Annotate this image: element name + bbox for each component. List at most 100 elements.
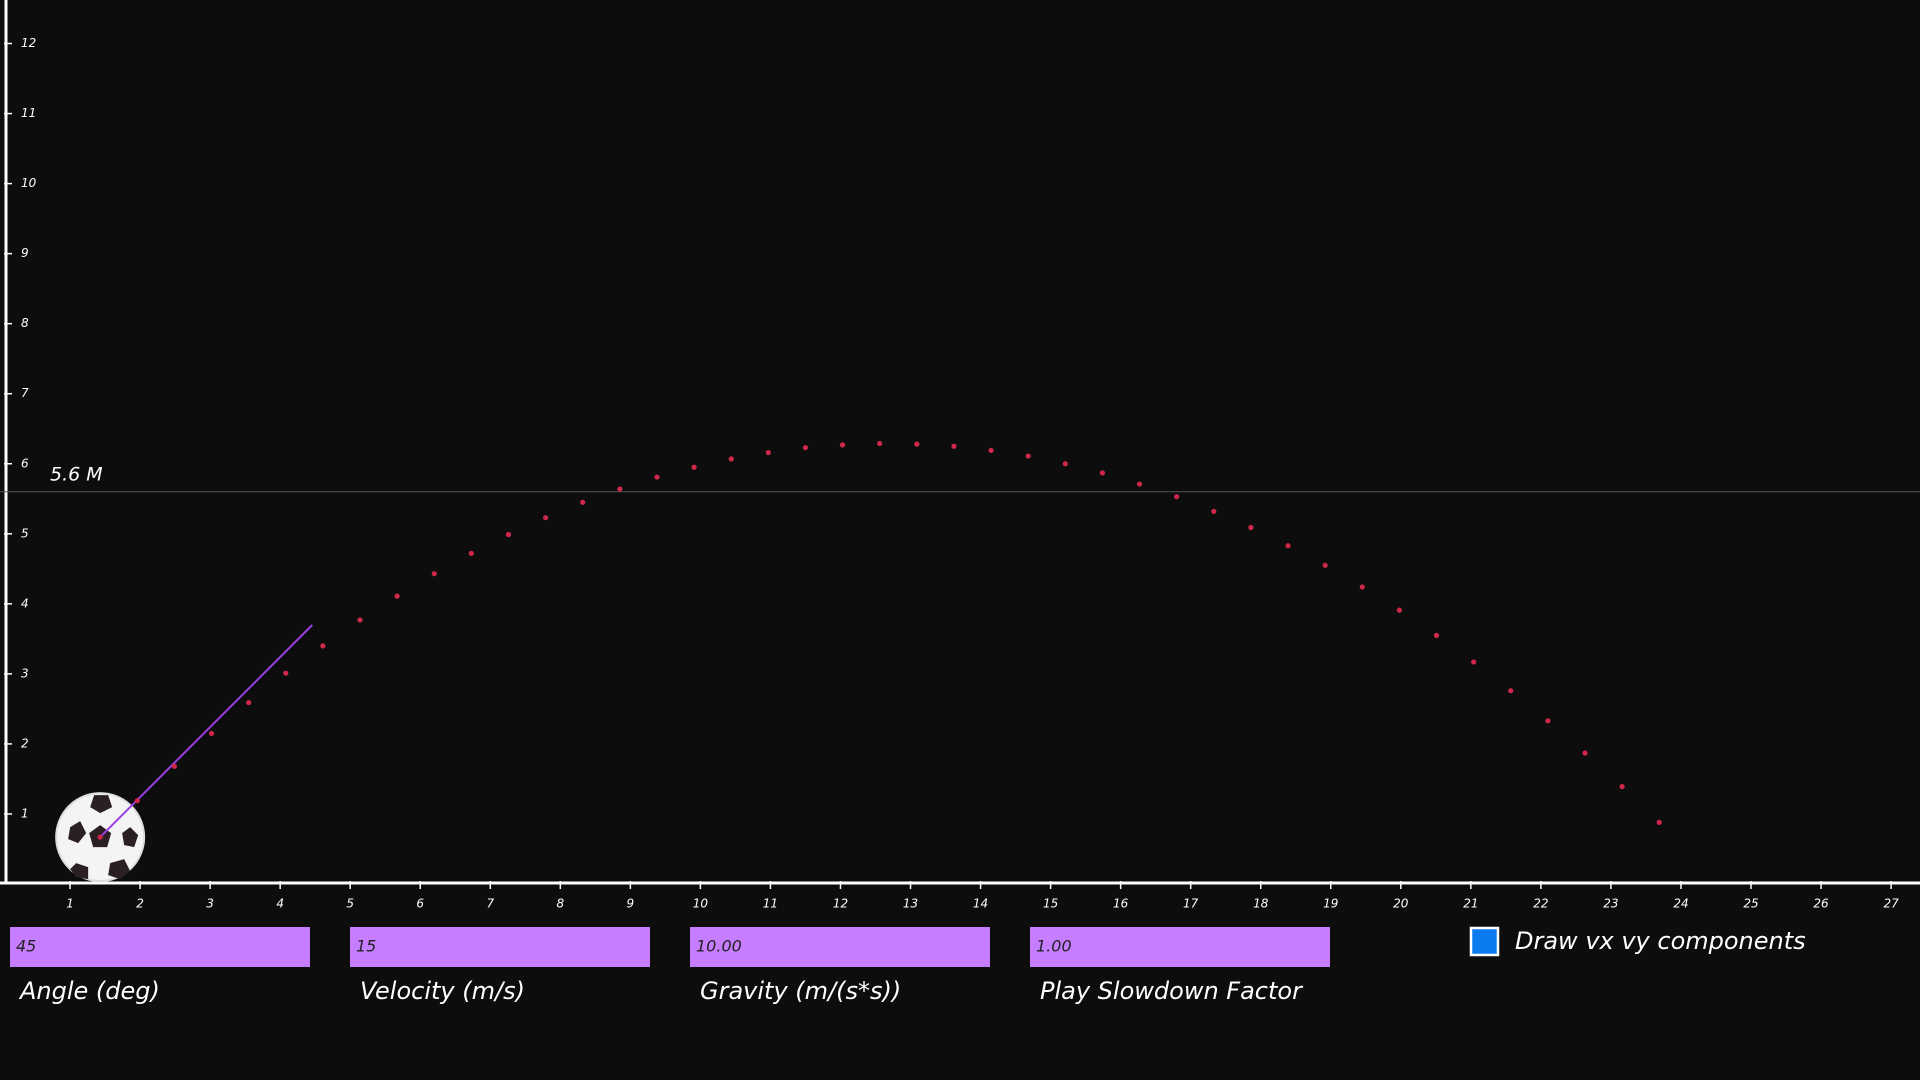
trajectory-point <box>802 445 809 451</box>
trajectory-point <box>1359 584 1365 590</box>
trajectory-point <box>283 670 289 676</box>
max-height-label: 5.6 M <box>50 463 103 485</box>
input-label: Angle (deg) <box>18 977 160 1005</box>
input-value: 10.00 <box>696 937 742 956</box>
x-tick-label: 16 <box>1113 897 1129 911</box>
trajectory-point <box>654 474 660 480</box>
input-label: Gravity (m/(s*s)) <box>700 977 901 1005</box>
trajectory-point <box>765 449 771 456</box>
trajectory-point <box>1471 659 1477 665</box>
trajectory-point <box>246 699 252 706</box>
trajectory-point <box>1025 453 1031 459</box>
x-tick-label: 25 <box>1743 897 1758 911</box>
trajectory-point <box>728 456 734 462</box>
trajectory-point <box>468 550 474 557</box>
x-tick-label: 3 <box>206 897 214 911</box>
input-value: 1.00 <box>1036 937 1072 956</box>
x-tick-label: 14 <box>973 897 988 911</box>
trajectory-point <box>171 763 177 769</box>
trajectory-point <box>394 593 400 599</box>
input-label: Velocity (m/s) <box>360 977 525 1005</box>
trajectory-point <box>1396 607 1402 613</box>
y-tick-label: 6 <box>21 456 29 470</box>
trajectory-point <box>877 440 883 447</box>
input-label: Play Slowdown Factor <box>1040 977 1304 1005</box>
trajectory-point <box>914 441 920 447</box>
x-tick-label: 22 <box>1533 897 1548 911</box>
x-tick-label: 4 <box>276 897 284 911</box>
trajectory-point <box>1136 481 1143 487</box>
y-tick-label: 4 <box>21 596 29 610</box>
x-tick-label: 19 <box>1323 897 1338 911</box>
trajectory-point <box>1211 508 1217 514</box>
y-tick-label: 5 <box>21 526 29 540</box>
x-tick-label: 13 <box>903 897 918 911</box>
trajectory-point <box>1433 632 1440 638</box>
x-tick-label: 11 <box>763 897 778 911</box>
trajectory-point <box>1322 562 1328 568</box>
trajectory-point <box>97 834 103 840</box>
x-tick-label: 10 <box>693 897 709 911</box>
trajectory-point <box>1656 819 1662 825</box>
trajectory-point <box>1545 718 1551 724</box>
text-input[interactable] <box>10 927 310 967</box>
y-tick-label: 7 <box>21 386 29 400</box>
text-input[interactable] <box>1030 927 1330 967</box>
trajectory-point <box>617 486 623 492</box>
trajectory-point <box>1619 784 1625 790</box>
x-tick-label: 6 <box>416 897 424 911</box>
input-value: 15 <box>356 937 376 956</box>
y-tick-label: 12 <box>21 36 36 50</box>
input-value: 45 <box>16 937 36 956</box>
y-tick-label: 8 <box>21 316 29 330</box>
trajectory-point <box>1508 688 1514 694</box>
y-tick-label: 1 <box>21 806 29 820</box>
trajectory-point <box>1285 543 1291 549</box>
trajectory-point <box>431 571 437 577</box>
trajectory-point <box>988 447 994 454</box>
text-input[interactable] <box>350 927 650 967</box>
x-tick-label: 20 <box>1393 897 1409 911</box>
trajectory-point <box>505 531 512 538</box>
x-tick-label: 8 <box>556 897 564 911</box>
trajectory-point <box>951 443 957 449</box>
trajectory-point <box>1062 461 1068 467</box>
trajectory-point <box>1248 524 1254 531</box>
x-tick-label: 7 <box>486 897 494 911</box>
trajectory-point <box>320 643 326 649</box>
trajectory-point <box>839 442 846 448</box>
y-tick-label: 2 <box>21 736 29 750</box>
x-tick-label: 9 <box>627 897 635 911</box>
x-tick-label: 18 <box>1253 897 1269 911</box>
checkbox-label: Draw vx vy components <box>1515 927 1806 955</box>
x-tick-label: 21 <box>1463 897 1478 911</box>
checkbox[interactable] <box>1469 926 1500 957</box>
trajectory-point <box>580 499 586 505</box>
y-tick-label: 11 <box>21 106 36 120</box>
trajectory-point <box>1174 494 1180 500</box>
text-input[interactable] <box>690 927 990 967</box>
x-tick-label: 27 <box>1883 897 1899 911</box>
x-tick-label: 26 <box>1813 897 1829 911</box>
trajectory-point <box>208 730 215 737</box>
y-tick-label: 9 <box>21 246 29 260</box>
x-tick-label: 24 <box>1673 897 1688 911</box>
trajectory-point <box>1099 470 1106 476</box>
x-tick-label: 5 <box>346 897 354 911</box>
trajectory-point <box>543 515 549 521</box>
x-tick-label: 12 <box>833 897 848 911</box>
y-tick-label: 10 <box>21 176 37 190</box>
y-tick-label: 3 <box>21 666 29 680</box>
trajectory-point <box>357 617 363 623</box>
x-tick-label: 1 <box>66 897 74 911</box>
x-tick-label: 17 <box>1183 897 1199 911</box>
x-tick-label: 23 <box>1603 897 1618 911</box>
trajectory-point <box>691 464 697 470</box>
x-tick-label: 2 <box>136 897 144 911</box>
x-tick-label: 15 <box>1043 897 1058 911</box>
trajectory-point <box>134 798 140 804</box>
trajectory-point <box>1582 750 1588 756</box>
